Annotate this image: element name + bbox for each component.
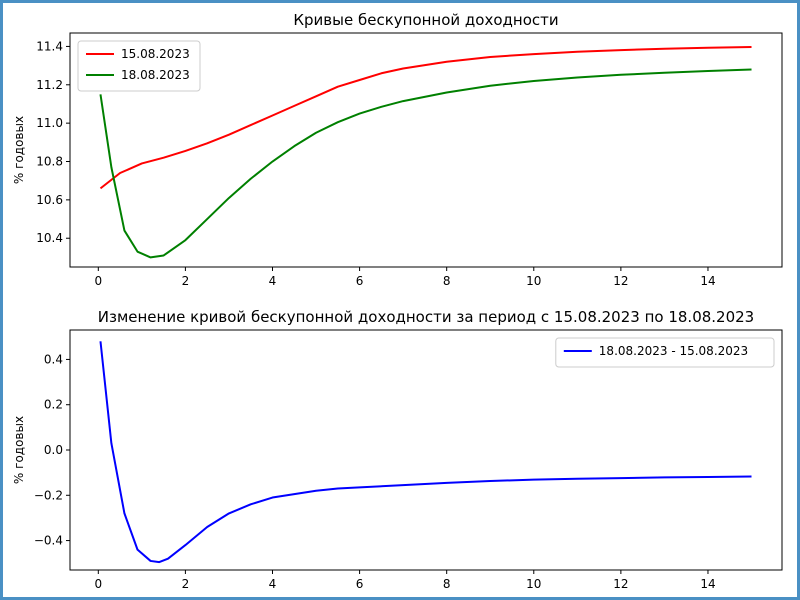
x-tick-label: 6	[356, 274, 364, 288]
y-tick-label: 10.8	[36, 155, 63, 169]
y-tick-label: −0.4	[34, 534, 63, 548]
y-tick-label: 10.4	[36, 231, 63, 245]
chart-title: Кривые бескупонной доходности	[293, 11, 558, 29]
legend-label: 18.08.2023 - 15.08.2023	[599, 344, 748, 358]
y-tick-label: −0.2	[34, 488, 63, 502]
x-tick-label: 10	[526, 577, 541, 591]
x-tick-label: 4	[269, 577, 277, 591]
figure: Кривые бескупонной доходности % годовых 0 2…	[3, 3, 797, 597]
legend: 15.08.2023 18.08.2023	[77, 40, 201, 92]
chart-canvas: Кривые бескупонной доходности % годовых 0 2…	[12, 11, 783, 591]
legend-label: 18.08.2023	[121, 68, 190, 82]
y-tick-label: 0.2	[44, 398, 63, 412]
y-tick-label: 0.0	[44, 443, 63, 457]
chart-panel-1: Кривые бескупонной доходности % годовых 0 2…	[12, 11, 783, 288]
x-tick-label: 4	[269, 274, 277, 288]
y-tick-label: 10.6	[36, 193, 63, 207]
x-tick-label: 2	[182, 274, 190, 288]
legend: 18.08.2023 - 15.08.2023	[555, 337, 775, 368]
y-axis-label: % годовых	[12, 416, 26, 484]
legend-label: 15.08.2023	[121, 47, 190, 61]
x-tick-label: 10	[526, 274, 541, 288]
x-tick-label: 8	[443, 274, 451, 288]
x-tick-label: 2	[182, 577, 190, 591]
x-tick-label: 14	[700, 274, 715, 288]
plot-frame	[69, 32, 783, 268]
x-tick-label: 6	[356, 577, 364, 591]
x-tick-label: 12	[613, 577, 628, 591]
x-tick-label: 12	[613, 274, 628, 288]
chart-panel-2: Изменение кривой бескупонной доходности …	[12, 308, 783, 591]
series-line-1	[99, 46, 752, 190]
x-tick-label: 0	[94, 274, 102, 288]
series-line-2	[99, 68, 752, 259]
x-tick-label: 14	[700, 577, 715, 591]
y-tick-label: 11.4	[36, 39, 63, 53]
legend-box	[555, 337, 775, 368]
series-line-1	[99, 341, 752, 564]
y-axis-label: % годовых	[12, 116, 26, 184]
y-tick-label: 11.0	[36, 116, 63, 130]
y-tick-label: 11.2	[36, 78, 63, 92]
y-tick-label: 0.4	[44, 352, 63, 366]
x-tick-label: 8	[443, 577, 451, 591]
x-tick-label: 0	[94, 577, 102, 591]
chart-title: Изменение кривой бескупонной доходности …	[98, 308, 754, 326]
